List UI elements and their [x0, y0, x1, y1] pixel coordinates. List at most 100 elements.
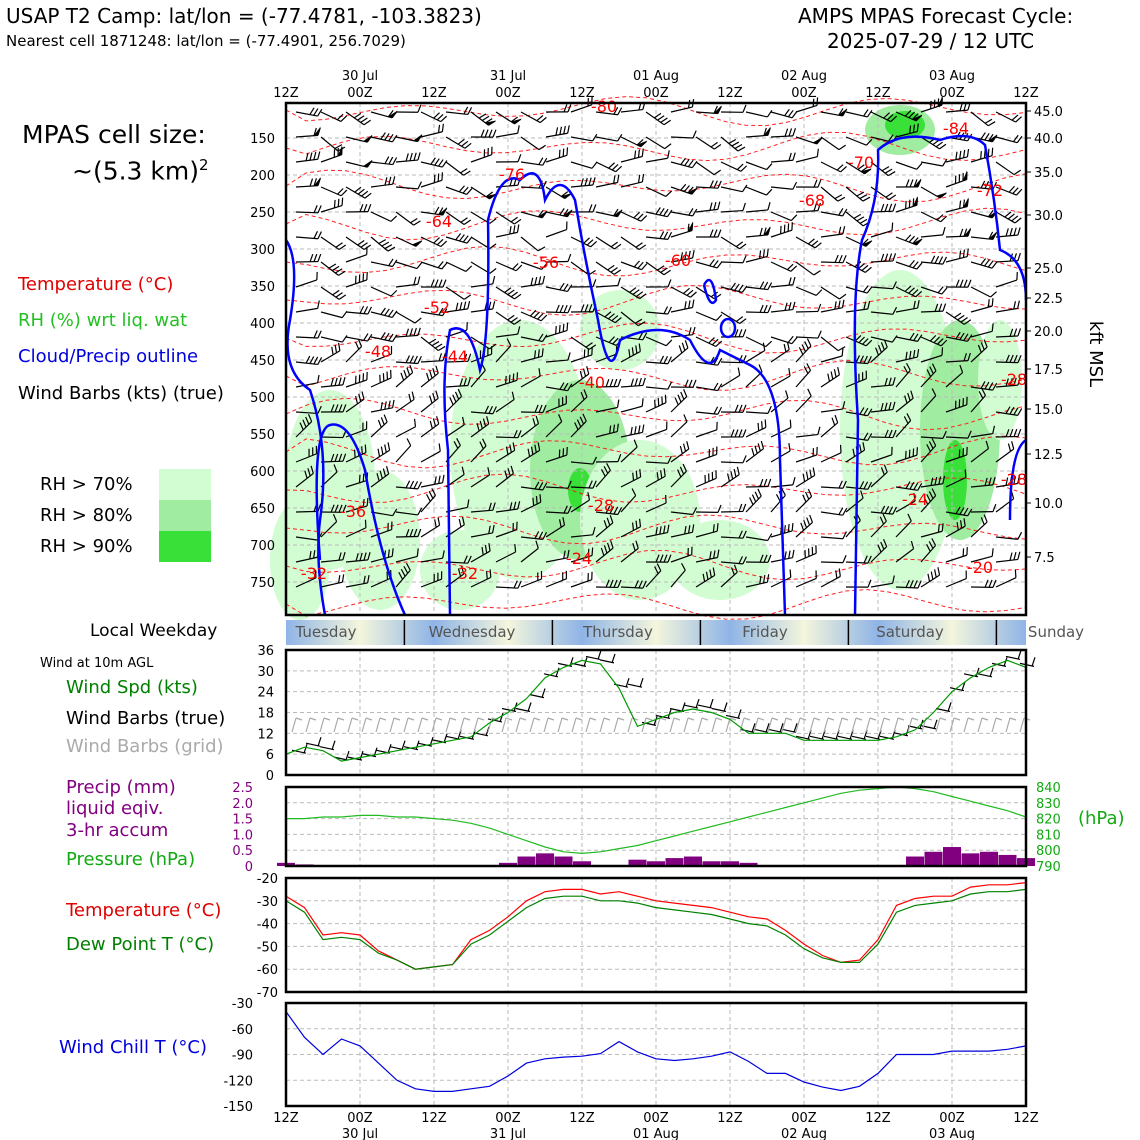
wind-barb-feather: [1009, 552, 1013, 561]
wind-barb-pennant: [485, 193, 497, 199]
wind-barb-shaft: [595, 261, 615, 275]
wind-barb-feather: [862, 196, 871, 202]
wind-barb: [395, 211, 421, 226]
wind-barb: [670, 463, 687, 488]
wind-barb-shaft: [645, 428, 667, 438]
wind-barb: [970, 503, 997, 513]
wind-barb-feather: [917, 580, 922, 589]
wind-barb-feather: [338, 377, 342, 386]
bottom-date-label: 02 Aug: [781, 1127, 827, 1140]
wind-barb-feather: [988, 231, 994, 240]
wind-barb: [895, 178, 922, 188]
wind-barb-shaft: [895, 204, 918, 213]
wind-barb: [570, 161, 598, 169]
grid-wind-barb: [753, 717, 759, 733]
wind-barb-feather: [908, 260, 915, 267]
wind-barb-feather: [740, 165, 748, 172]
wind-barb: [420, 365, 439, 388]
wind-barb-feather: [608, 162, 615, 169]
wind-barb: [670, 414, 688, 438]
precip-bar: [647, 861, 665, 866]
wind-barb-shaft: [645, 111, 665, 126]
wind-barb: [770, 152, 796, 163]
station-title: USAP T2 Camp: lat/lon = (-77.4781, -103.…: [6, 4, 482, 28]
wind-barb-feather: [340, 115, 348, 122]
wind-barb-feather: [926, 544, 931, 552]
wind-barb: [295, 230, 322, 240]
wind-barb-feather: [417, 327, 421, 336]
wind-barb-feather: [409, 328, 413, 337]
wind-barb: [745, 533, 773, 542]
cloud-outline-small: [702, 278, 718, 305]
wind-barb-feather: [563, 505, 568, 514]
wind-barb-feather: [442, 308, 448, 316]
wind-barb-feather: [562, 323, 565, 332]
wind-barb-feather: [467, 377, 471, 386]
wind-barb: [520, 111, 547, 124]
wind-barb-feather: [709, 180, 714, 189]
wind-barb-feather: [635, 345, 638, 354]
wind-barb-feather: [991, 548, 994, 557]
wind-barb: [445, 136, 472, 149]
temp-ytick: -40: [257, 918, 278, 933]
wind-barb-shaft: [895, 500, 916, 513]
wind-chill-line: [285, 1011, 1027, 1092]
wind-barb-shaft: [695, 477, 717, 488]
wind-barb-feather: [417, 276, 421, 285]
wind-barb-feather: [980, 342, 985, 350]
wind-barb-feather: [758, 364, 763, 373]
wind-barb: [645, 231, 673, 240]
wind-barb-feather: [783, 525, 786, 534]
wind-barb-shaft: [420, 131, 443, 138]
wind-barb-shaft: [645, 502, 667, 513]
wind-barb-feather: [1017, 551, 1021, 560]
wind-barb: [945, 430, 972, 439]
wind-barb-feather: [461, 516, 465, 525]
wind-barb: [570, 526, 596, 538]
wind-barb-feather: [510, 116, 518, 123]
wind-barb-feather: [734, 404, 739, 413]
wind-barb-shaft: [995, 279, 1018, 288]
wind-ytick: 6: [266, 748, 274, 763]
top-hour-label: 00Z: [939, 86, 965, 101]
wind-barb: [745, 248, 769, 263]
wind-barb: [420, 172, 444, 188]
wind-barb-feather: [563, 304, 568, 313]
wind-barb: [720, 455, 747, 464]
wind-barb-shaft: [870, 210, 894, 213]
wind-barb-feather: [742, 255, 747, 264]
wind-barb-feather: [392, 508, 398, 516]
wind-barb-feather: [413, 220, 421, 226]
wind-barb-feather: [379, 470, 383, 479]
wind-barb: [295, 405, 322, 415]
wind-barb-shaft: [420, 450, 441, 463]
wind-barb: [845, 161, 872, 175]
wind-barb-feather: [766, 574, 770, 583]
wind-barb-feather: [767, 533, 773, 541]
wind-barb-feather: [859, 481, 865, 489]
wind-barb-feather: [713, 229, 718, 238]
wind-barb: [620, 518, 642, 538]
wind-barb-feather: [663, 208, 669, 217]
wind-barb: [295, 355, 323, 366]
wind-barb-feather: [905, 179, 910, 188]
grid-wind-barb: [543, 717, 549, 733]
grid-wind-barb-feather: [939, 717, 947, 721]
kft-level-tick: 12.5: [1034, 448, 1063, 463]
wind-barb-feather: [613, 579, 618, 588]
grid-wind-barb-feather: [785, 717, 793, 721]
temperature-contour-label: -28: [1001, 370, 1027, 389]
grid-wind-barb-feather: [645, 717, 653, 721]
wind-barb-feather: [741, 184, 748, 192]
wind-barb-feather: [984, 579, 989, 588]
wind-barb-feather: [516, 224, 520, 233]
wind-barb-feather: [967, 279, 972, 288]
wind-barb: [320, 310, 348, 319]
wind-barb-feather: [606, 542, 611, 551]
wind-barb-shaft: [445, 261, 467, 272]
wind-barb-shaft: [995, 161, 1015, 176]
wind-barb-pennant: [613, 209, 623, 217]
wind-barb-feather: [784, 551, 787, 560]
wind-barb-shaft: [520, 375, 541, 388]
precip-bar: [980, 851, 998, 866]
